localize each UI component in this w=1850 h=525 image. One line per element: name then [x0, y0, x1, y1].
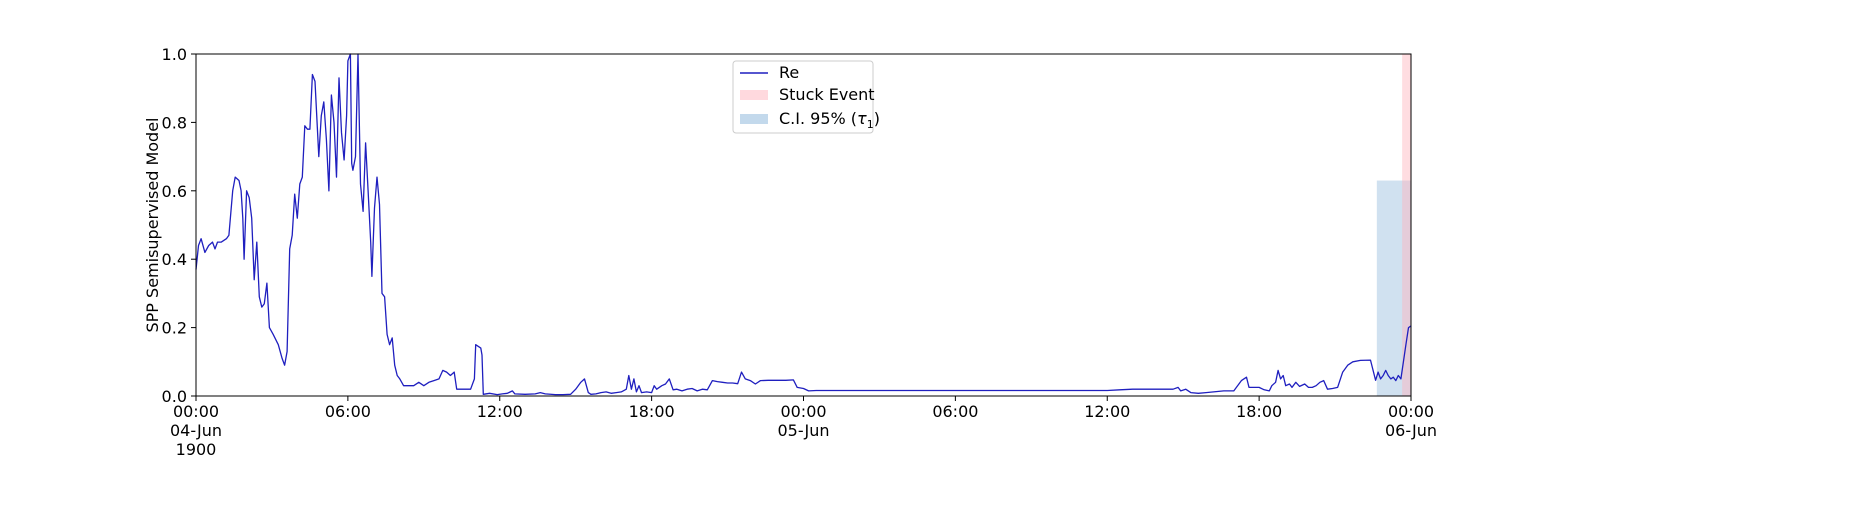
legend-label-ci-sub: 1: [867, 118, 874, 131]
x-tick-label-line: 06:00: [325, 402, 371, 421]
legend-label-ci: C.I. 95% (τ1): [779, 109, 880, 131]
y-axis-label: SPP Semisupervised Model: [143, 118, 162, 333]
legend-swatch-ci: [740, 114, 768, 124]
x-tick-label-line: 06:00: [932, 402, 978, 421]
x-tick-label-line: 06-Jun: [1385, 421, 1437, 440]
x-tick-label-line: 18:00: [1236, 402, 1282, 421]
x-tick-label: 18:00: [629, 402, 675, 421]
legend: Re Stuck Event C.I. 95% (τ1): [732, 60, 880, 134]
x-tick-label: 00:00 05-Jun: [777, 402, 829, 440]
legend-label-stuck-event: Stuck Event: [779, 85, 875, 104]
x-tick-label: 06:00: [932, 402, 978, 421]
x-tick-label-line: 00:00: [780, 402, 826, 421]
legend-label-ci-suffix: ): [874, 109, 880, 128]
x-tick-label: 12:00: [477, 402, 523, 421]
x-tick-label: 00:00 04-Jun 1900: [170, 402, 222, 459]
legend-swatch-stuck-event: [740, 90, 768, 100]
y-tick-label: 1.0: [162, 45, 187, 64]
y-tick-label: 0.8: [162, 113, 187, 132]
y-tick-label: 0.6: [162, 182, 187, 201]
y-axis: 0.0 0.2 0.4 0.6 0.8 1.0: [162, 45, 196, 406]
bands-layer: [1376, 54, 1411, 396]
y-tick-label: 0.4: [162, 250, 187, 269]
x-tick-label-line: 04-Jun: [170, 421, 222, 440]
x-tick-label-line: 00:00: [173, 402, 219, 421]
y-tick-label: 0.0: [162, 387, 187, 406]
legend-label-ci-math: τ: [857, 109, 867, 128]
x-tick-label: 06:00: [325, 402, 371, 421]
series-line-re: [195, 53, 1412, 396]
legend-label-ci-prefix: C.I. 95% (: [779, 109, 857, 128]
stuck-event-band: [1402, 54, 1411, 396]
x-tick-label-line: 18:00: [629, 402, 675, 421]
y-tick-label: 0.2: [162, 319, 187, 338]
x-tick-label-line: 00:00: [1388, 402, 1434, 421]
x-tick-label: 18:00: [1236, 402, 1282, 421]
x-tick-label: 00:00 06-Jun: [1385, 402, 1437, 440]
x-tick-label-line: 12:00: [477, 402, 523, 421]
legend-label-re: Re: [779, 63, 799, 82]
x-tick-label-line: 12:00: [1084, 402, 1130, 421]
x-tick-label-line: 05-Jun: [777, 421, 829, 440]
x-tick-label-line: 1900: [176, 440, 217, 459]
x-tick-label: 12:00: [1084, 402, 1130, 421]
ci-band: [1376, 180, 1411, 396]
series-layer: [195, 53, 1412, 396]
